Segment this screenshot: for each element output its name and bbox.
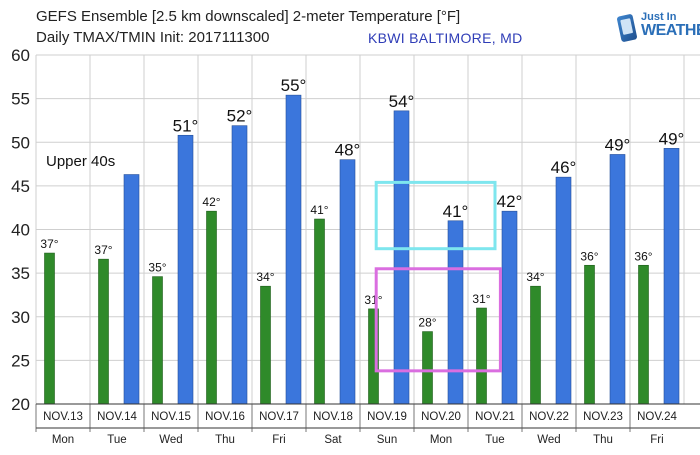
y-tick-label: 50 — [11, 133, 30, 152]
tmax-data-label: 46° — [551, 158, 577, 177]
weekday-label: Tue — [485, 434, 504, 446]
weekday-label: Sat — [324, 434, 342, 446]
x-tick-label: NOV.15 — [151, 411, 191, 423]
x-tick-label: NOV.19 — [367, 411, 407, 423]
label-layer: 37° 37° 35° 42° 34° 41° 31° 28° 31° 34° 36° 36° 51° 5… — [40, 76, 685, 330]
just-in-weather-logo: Just In WEATHER — [616, 11, 700, 45]
x-tick-label: NOV.24 — [637, 411, 677, 423]
tmin-bar — [422, 331, 433, 405]
tmax-bar — [555, 176, 572, 405]
tmax-data-label: 49° — [659, 129, 685, 148]
tmin-data-label: 37° — [40, 237, 58, 251]
x-tick-label: NOV.18 — [313, 411, 353, 423]
x-tick-label: NOV.16 — [205, 411, 245, 423]
tmin-data-label: 34° — [256, 270, 274, 284]
tmax-data-label: 52° — [227, 107, 253, 126]
tmin-data-label: 42° — [202, 195, 220, 209]
tmin-data-label: 37° — [94, 243, 112, 257]
tmax-bar — [393, 110, 410, 405]
x-tick-label: NOV.17 — [259, 411, 299, 423]
x-tick-label: NOV.22 — [529, 411, 569, 423]
weekday-label: Wed — [537, 434, 560, 446]
tmin-data-label: 36° — [580, 249, 598, 263]
tmin-data-label: 31° — [472, 292, 490, 306]
tmin-bar — [530, 285, 541, 405]
chart-title: GEFS Ensemble [2.5 km downscaled] 2-mete… — [36, 8, 461, 25]
tmax-bar — [123, 174, 140, 405]
tmin-bar — [314, 218, 325, 405]
tmin-bar — [98, 258, 109, 405]
y-tick-label: 35 — [11, 264, 30, 283]
tmax-bar — [663, 148, 680, 405]
tmax-data-label: 48° — [335, 141, 361, 160]
tmax-data-label: 41° — [443, 202, 469, 221]
logo-text-main: WEATHER — [641, 22, 700, 39]
bar-layer — [44, 94, 680, 405]
weekday-label: Mon — [430, 434, 452, 446]
tmin-bar — [152, 276, 163, 405]
y-tick-label: 45 — [11, 177, 30, 196]
tmin-data-label: 41° — [310, 203, 328, 217]
y-tick-label: 25 — [11, 351, 30, 370]
tmax-data-label: 51° — [173, 116, 199, 135]
logo-text-top: Just In — [641, 11, 677, 23]
chart-header: GEFS Ensemble [2.5 km downscaled] 2-mete… — [0, 0, 700, 52]
tmin-bar — [44, 252, 55, 405]
x-tick-label: NOV.14 — [97, 411, 137, 423]
tmax-data-label: 49° — [605, 135, 631, 154]
x-tick-label: NOV.20 — [421, 411, 461, 423]
weekday-label: Fri — [650, 434, 663, 446]
tmin-data-label: 36° — [634, 249, 652, 263]
tmin-data-label: 28° — [418, 316, 436, 330]
y-tick-label: 60 — [11, 46, 30, 65]
tmax-bar — [609, 154, 626, 405]
tmax-bar — [285, 94, 302, 405]
weekday-label: Mon — [52, 434, 74, 446]
tmin-bar — [260, 285, 271, 405]
chart-subtitle: Daily TMAX/TMIN Init: 2017111300 — [36, 29, 270, 46]
tmin-bar — [206, 210, 217, 405]
y-tick-label: 40 — [11, 221, 30, 240]
tmax-bar — [231, 125, 248, 405]
y-tick-label: 55 — [11, 90, 30, 109]
weekday-label: Sun — [377, 434, 397, 446]
tmin-bar — [638, 264, 649, 405]
weekday-label: Thu — [593, 434, 613, 446]
tmax-data-label: 55° — [281, 76, 307, 95]
annotation-label: Upper 40s — [46, 153, 115, 170]
y-tick-label: 20 — [11, 395, 30, 414]
tmax-data-label: 42° — [497, 192, 523, 211]
weekday-label: Tue — [107, 434, 126, 446]
station-label: KBWI BALTIMORE, MD — [368, 30, 523, 46]
tmax-data-label: 54° — [389, 92, 415, 111]
tmin-data-label: 34° — [526, 270, 544, 284]
tmin-data-label: 31° — [364, 293, 382, 307]
x-tick-label: NOV.13 — [43, 411, 83, 423]
axis-layer: 20 25 30 35 40 45 50 55 60 NOV.13 Mon NOV.14 Tue NOV.… — [11, 46, 700, 446]
y-tick-label: 30 — [11, 308, 30, 327]
tmin-data-label: 35° — [148, 261, 166, 275]
tmin-bar — [476, 307, 487, 405]
weekday-label: Wed — [159, 434, 182, 446]
tmax-bar — [177, 134, 194, 405]
weekday-label: Fri — [272, 434, 285, 446]
tmax-bar — [339, 159, 356, 405]
x-tick-label: NOV.21 — [475, 411, 515, 423]
lows-box — [374, 267, 502, 373]
x-tick-label: NOV.23 — [583, 411, 623, 423]
tmin-bar — [584, 264, 595, 405]
tmax-bar — [501, 210, 518, 405]
weekday-label: Thu — [215, 434, 235, 446]
highlight-layer — [374, 180, 502, 373]
highs-box — [374, 180, 497, 251]
